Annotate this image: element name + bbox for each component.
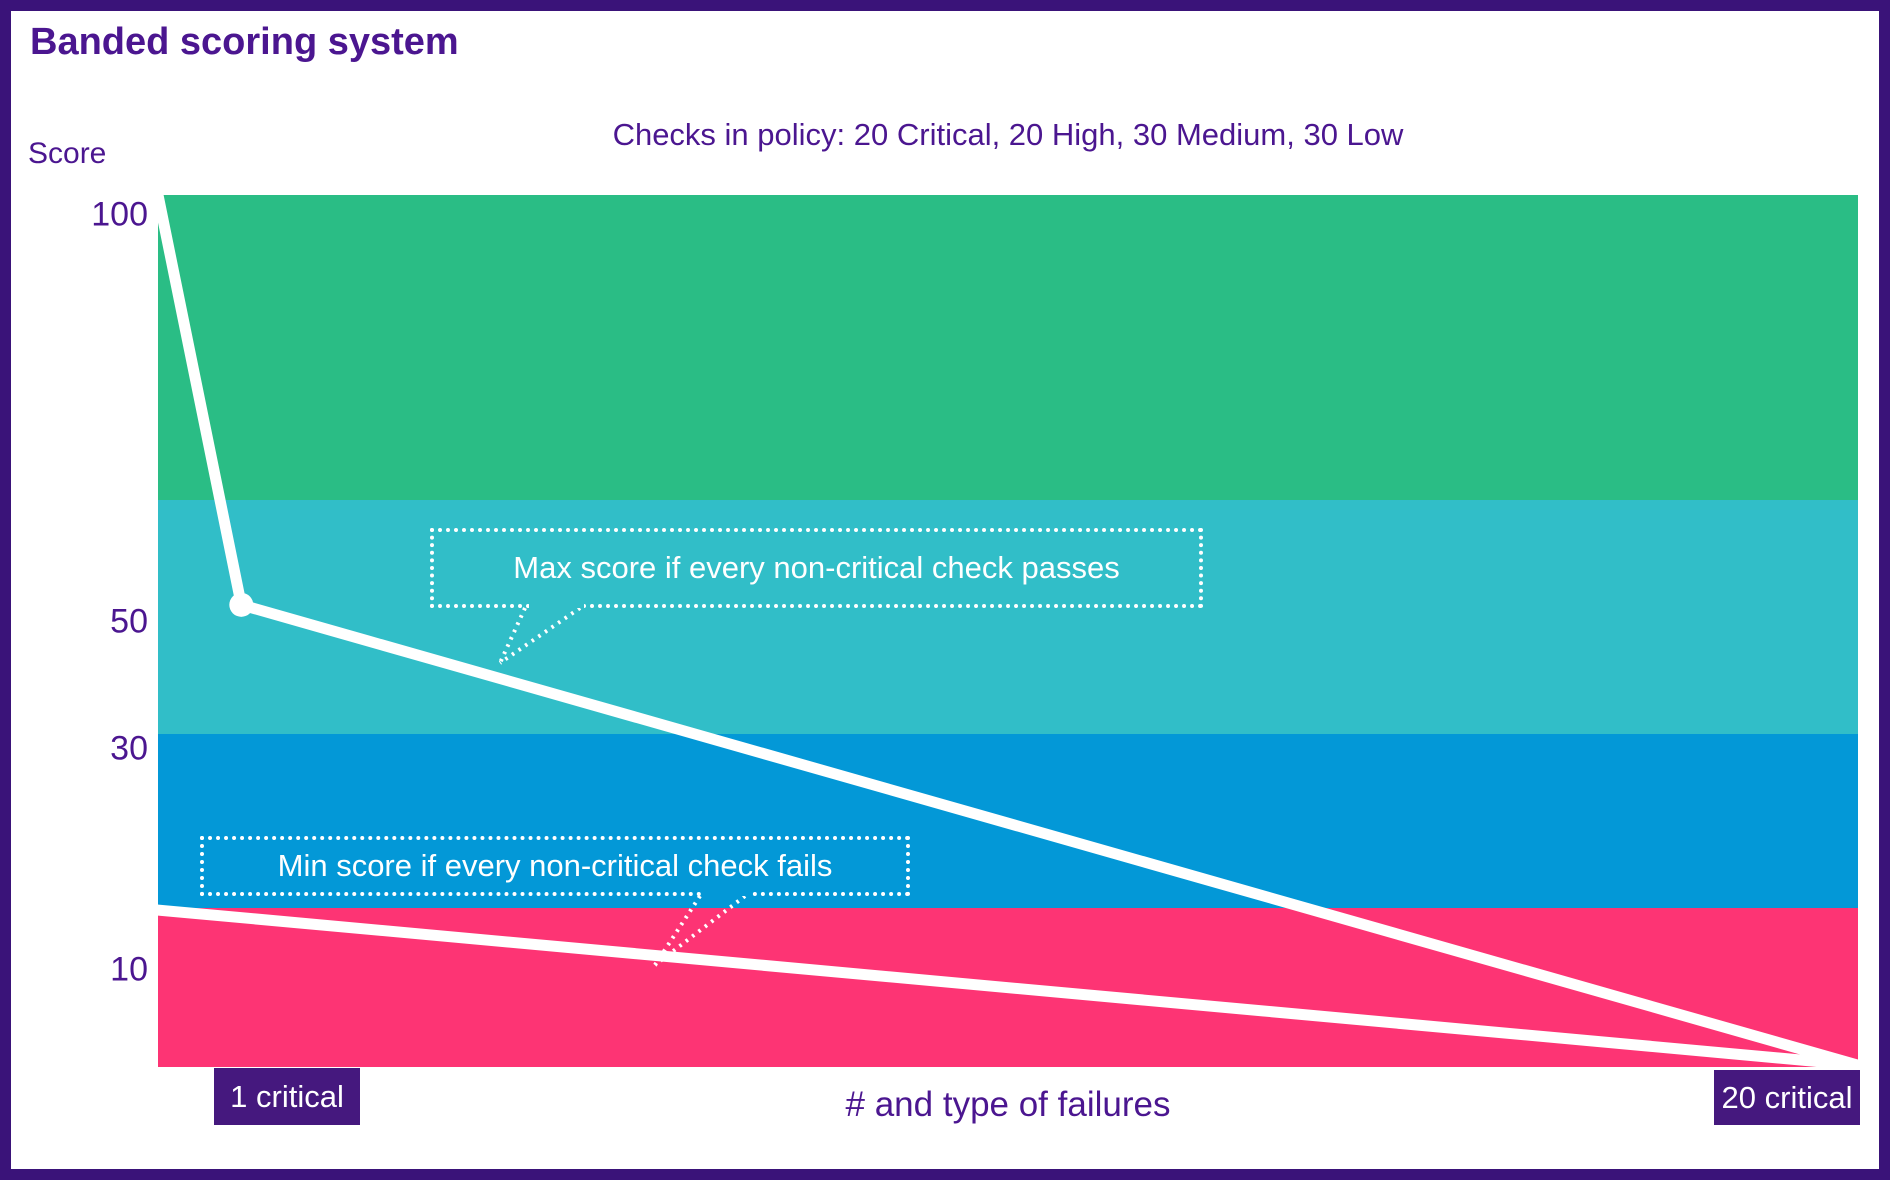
max-callout-border-gap	[529, 604, 584, 608]
min-score-line	[158, 904, 1858, 1067]
max-score-callout-text: Max score if every non-critical check pa…	[513, 550, 1120, 585]
x-axis-label: # and type of failures	[845, 1085, 1171, 1124]
score-bands	[158, 195, 1858, 1067]
lines-overlay	[158, 195, 1858, 1067]
max-line-marker	[229, 592, 254, 617]
page-title: Banded scoring system	[30, 21, 459, 63]
x-axis-left-label: 1 critical	[214, 1068, 360, 1125]
y-tick-100: 100	[91, 195, 148, 234]
plot-area: Max score if every non-critical check pa…	[158, 195, 1858, 1067]
min-callout-border-gap	[704, 892, 749, 896]
max-callout-tail	[498, 606, 582, 665]
y-axis-ticks: 100 50 30 10	[11, 195, 148, 1067]
y-tick-10: 10	[110, 950, 148, 989]
min-callout-tail	[653, 894, 747, 967]
min-score-callout: Min score if every non-critical check fa…	[200, 836, 910, 896]
band-teal	[158, 500, 1858, 734]
y-tick-30: 30	[110, 729, 148, 768]
band-green	[158, 195, 1858, 501]
y-axis-label: Score	[28, 137, 107, 170]
min-score-callout-text: Min score if every non-critical check fa…	[277, 848, 833, 883]
y-tick-50: 50	[110, 602, 148, 641]
x-axis-right-label: 20 critical	[1714, 1070, 1860, 1125]
max-score-callout: Max score if every non-critical check pa…	[430, 528, 1203, 608]
chart-subtitle: Checks in policy: 20 Critical, 20 High, …	[612, 117, 1404, 152]
